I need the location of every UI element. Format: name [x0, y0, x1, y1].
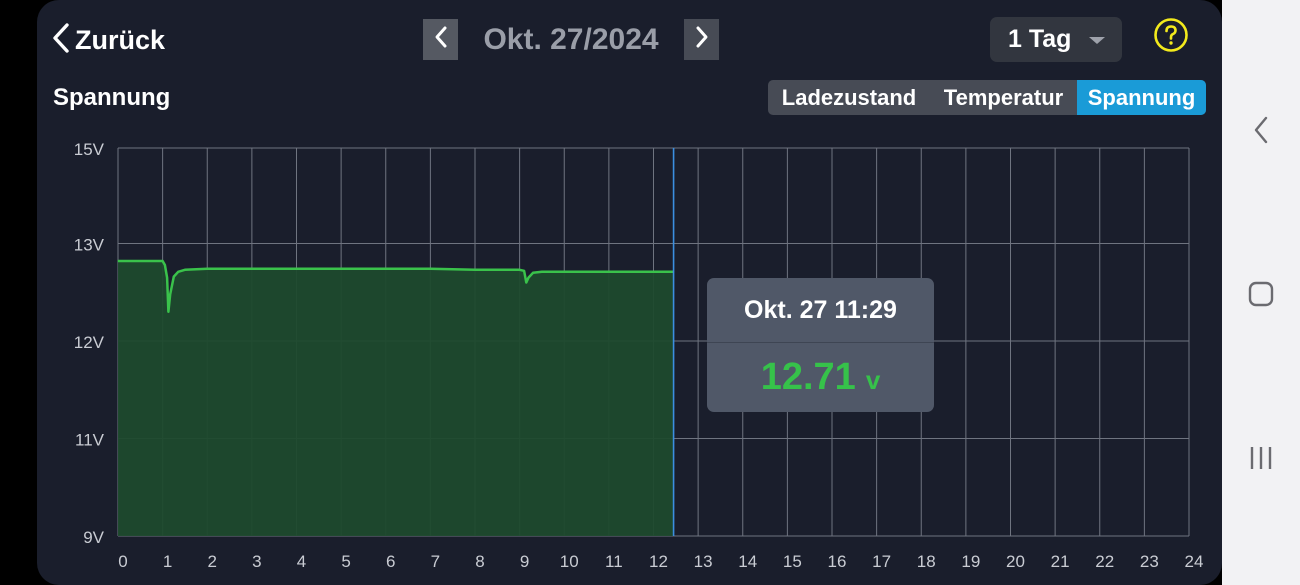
x-tick-label: 20: [1006, 552, 1025, 571]
value-tooltip: Okt. 27 11:29 12.71 v: [707, 278, 934, 412]
help-icon[interactable]: [1153, 17, 1189, 53]
data-point: [206, 268, 208, 270]
back-label: Zurück: [75, 24, 166, 55]
data-point: [177, 271, 179, 273]
x-tick-label: 17: [872, 552, 891, 571]
data-point: [523, 270, 525, 272]
data-point: [652, 271, 655, 273]
x-tick-label: 23: [1140, 552, 1159, 571]
data-point: [608, 271, 610, 273]
nav-back-icon[interactable]: [1246, 115, 1276, 145]
y-tick-label: 9V: [83, 528, 104, 547]
data-point: [527, 277, 530, 279]
x-tick-label: 10: [560, 552, 579, 571]
chevron-right-icon: [694, 25, 710, 54]
chevron-left-icon: [433, 25, 449, 54]
system-navigation-bar: [1222, 0, 1300, 585]
y-tick-label: 13V: [74, 236, 105, 255]
tab-ladezustand[interactable]: Ladezustand: [781, 84, 917, 110]
x-tick-label: 8: [475, 552, 484, 571]
y-tick-label: 15V: [74, 140, 105, 159]
caret-down-icon: [1089, 37, 1105, 44]
current-date: Okt. 27/2024: [483, 22, 659, 56]
data-point: [541, 271, 543, 273]
x-tick-label: 5: [341, 552, 350, 571]
chart-title: Spannung: [53, 84, 171, 111]
tooltip-value: 12.71: [760, 356, 856, 398]
tooltip-value-row: 12.71 v: [707, 343, 934, 412]
chevron-left-icon: [51, 22, 71, 59]
next-day-button[interactable]: [684, 19, 719, 60]
x-tick-label: 0: [118, 552, 127, 571]
x-tick-label: 4: [297, 552, 306, 571]
data-point: [164, 264, 166, 266]
metric-tabs: Ladezustand Temperatur Spannung: [768, 80, 1206, 115]
x-tick-label: 11: [605, 552, 623, 571]
data-point: [166, 277, 168, 279]
data-point: [167, 311, 170, 313]
tooltip-unit: v: [865, 365, 881, 395]
data-point: [474, 269, 476, 271]
x-tick-label: 16: [828, 552, 847, 571]
previous-day-button[interactable]: [423, 19, 458, 60]
data-point: [532, 272, 534, 274]
range-dropdown[interactable]: 1 Tag: [990, 17, 1122, 62]
x-tick-label: 3: [252, 552, 261, 571]
data-point: [251, 268, 253, 270]
x-tick-label: 12: [649, 552, 668, 571]
range-label: 1 Tag: [1008, 25, 1072, 53]
data-point: [139, 260, 141, 262]
x-tick-label: 14: [738, 552, 757, 571]
date-navigator: Okt. 27/2024: [423, 19, 719, 60]
data-point: [340, 268, 342, 270]
x-tick-label: 13: [694, 552, 713, 571]
data-point: [169, 293, 171, 295]
x-tick-label: 24: [1185, 552, 1204, 571]
back-button[interactable]: Zurück: [51, 22, 165, 58]
series-area: [118, 261, 674, 536]
data-point: [496, 269, 498, 271]
data-point: [173, 276, 175, 278]
tab-temperatur[interactable]: Temperatur: [943, 84, 1064, 110]
data-point: [525, 281, 527, 284]
x-tick-label: 22: [1095, 552, 1114, 571]
x-tick-label: 7: [431, 552, 440, 571]
nav-recents-icon[interactable]: [1246, 443, 1276, 473]
x-tick-label: 9: [520, 552, 529, 571]
data-point: [184, 269, 186, 271]
x-tick-label: 15: [783, 552, 802, 571]
x-tick-label: 18: [917, 552, 936, 571]
x-tick-label: 1: [163, 552, 172, 571]
y-tick-label: 11V: [75, 431, 105, 450]
data-point: [385, 268, 387, 270]
x-tick-label: 19: [961, 552, 980, 571]
tooltip-date: Okt. 27 11:29: [707, 278, 934, 343]
data-point: [429, 268, 431, 270]
y-tick-label: 12V: [74, 333, 105, 352]
data-point: [162, 260, 164, 262]
data-point: [519, 269, 521, 271]
series-line: [118, 259, 674, 313]
data-point: [117, 260, 119, 262]
nav-home-icon[interactable]: [1246, 279, 1276, 309]
app-screen: Zurück Okt. 27/2024 1 Tag Spannung Ladez…: [37, 0, 1222, 585]
x-tick-label: 21: [1051, 552, 1070, 571]
x-tick-label: 2: [208, 552, 217, 571]
data-point: [563, 271, 565, 273]
tab-spannung[interactable]: Spannung: [1077, 80, 1206, 115]
x-tick-label: 6: [386, 552, 395, 571]
data-point: [295, 268, 298, 270]
